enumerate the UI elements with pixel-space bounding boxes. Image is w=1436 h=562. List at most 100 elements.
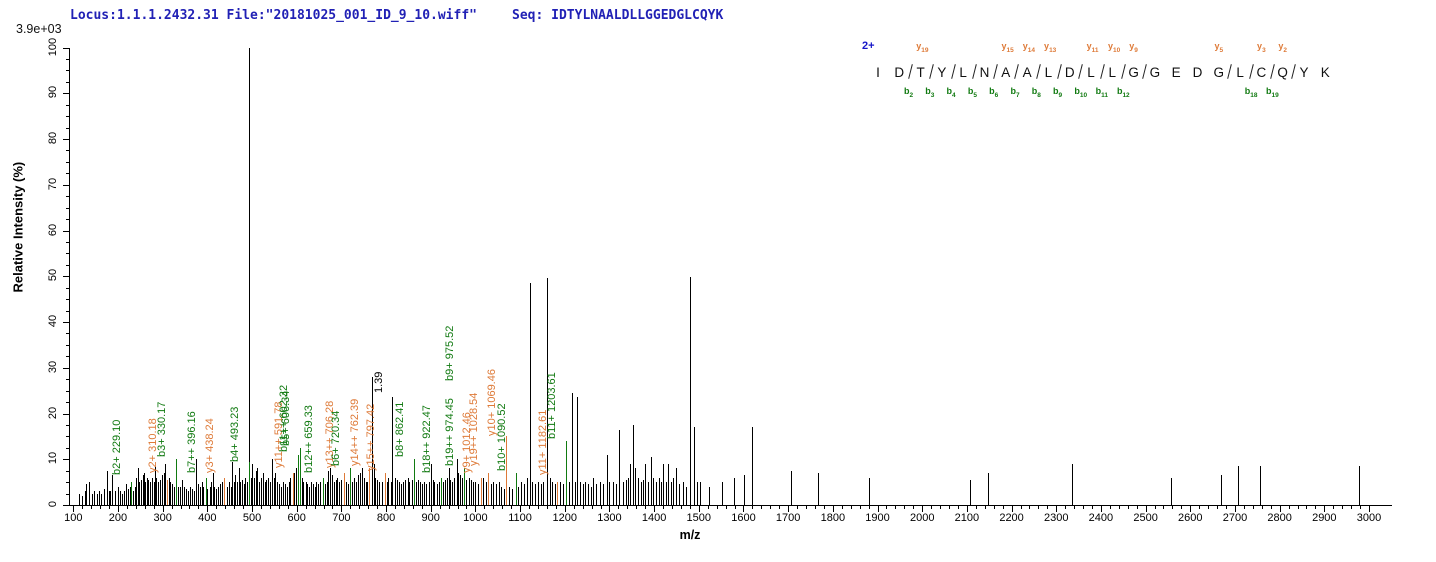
x-axis-tick (1199, 506, 1201, 509)
spectrum-peak (248, 47, 250, 505)
spectrum-peak (165, 463, 167, 505)
spectrum-peak (432, 479, 434, 505)
spectrum-peak (255, 470, 257, 505)
fragment-cleavage-mark (929, 64, 935, 79)
spectrum-peak (381, 482, 383, 505)
x-tick-label: 1600 (731, 512, 756, 524)
spectrum-peak (661, 482, 663, 505)
y-axis-tick (63, 139, 69, 140)
x-axis-tick (1145, 506, 1147, 512)
x-axis-tick (323, 506, 325, 509)
spectrum-peak (356, 482, 358, 505)
x-axis-tick (412, 506, 414, 509)
y-ion-label: y13 (1044, 41, 1057, 54)
y-axis-tick (66, 253, 69, 255)
x-axis-tick (484, 506, 486, 509)
spectrum-peak (560, 482, 562, 505)
y-axis-tick (66, 333, 69, 335)
spectrum-peak (358, 475, 360, 505)
x-axis-tick (1288, 506, 1290, 509)
sequence-residue: L (1108, 65, 1117, 80)
x-axis-tick (457, 506, 459, 509)
b-ion-label: b5 (967, 86, 977, 99)
fragment-cleavage-mark (1099, 64, 1105, 79)
peak-label: b3+ 330.17 (156, 401, 169, 457)
spectrum-peak (114, 491, 116, 505)
b-ion-label: b7 (1010, 86, 1020, 99)
spectrum-peak (243, 484, 245, 505)
x-tick-label: 300 (153, 512, 172, 524)
spectrum-peak (1071, 463, 1073, 505)
y-ion-label: y15 (1001, 41, 1014, 54)
spectrum-peak (543, 482, 545, 505)
spectrum-peak (337, 477, 339, 505)
x-axis-tick (734, 506, 736, 509)
spectrum-peak (156, 477, 158, 505)
spectrum-peak (426, 484, 428, 505)
assigned-peak (293, 472, 295, 505)
spectrum-peak (221, 482, 223, 505)
x-axis-tick (332, 506, 334, 509)
x-axis-tick (725, 506, 727, 509)
x-axis-tick (850, 506, 852, 509)
spectrum-peak (434, 482, 436, 505)
spectrum-peak (108, 491, 110, 505)
x-axis-tick (636, 506, 638, 509)
x-axis-tick (1127, 506, 1129, 509)
spectrum-peak (613, 482, 615, 505)
spectrum-peak (212, 472, 214, 505)
spectrum-peak (112, 475, 114, 505)
x-axis-tick (511, 506, 513, 509)
x-axis-tick (1306, 506, 1308, 509)
y-axis-tick (66, 482, 69, 484)
spectrum-peak (625, 479, 627, 505)
fragment-cleavage-mark (1142, 64, 1148, 79)
y-ion-label: y10 (1107, 41, 1121, 54)
x-axis-tick (1226, 506, 1228, 509)
spectrum-peak (363, 477, 365, 505)
x-axis-tick (761, 506, 763, 509)
x-axis-tick (993, 506, 995, 509)
spectrum-peak (549, 477, 551, 505)
spectrum-peak (733, 477, 735, 505)
sequence-residue: C (1256, 65, 1267, 80)
spectrum-peak (312, 484, 314, 505)
spectrum-peak (367, 482, 369, 505)
spectrum-peak (140, 479, 142, 505)
y-axis-tick (63, 413, 69, 415)
assigned-peak (323, 477, 325, 505)
spectrum-peak (495, 484, 497, 505)
x-axis-tick (225, 506, 227, 509)
assigned-peak (384, 472, 386, 505)
peak-label: b2+ 229.10 (110, 419, 123, 476)
y-tick-label: 10 (47, 452, 59, 465)
spectrum-peak (135, 477, 137, 505)
x-axis-tick (1100, 506, 1102, 512)
x-axis-tick (234, 506, 236, 509)
b-ion-label: b2 (903, 86, 914, 99)
x-axis-tick (1217, 506, 1219, 509)
spectrum-peak (535, 484, 537, 505)
x-axis-tick (573, 506, 575, 509)
spectrum-peak (417, 479, 419, 505)
fragment-cleavage-mark (1014, 64, 1020, 79)
x-axis-tick (913, 506, 915, 509)
y-ion-label: y2 (1278, 41, 1287, 54)
x-axis-tick (1136, 506, 1138, 509)
spectrum-peak (345, 482, 347, 505)
spectrum-peak (159, 479, 161, 505)
y-axis-tick (63, 505, 69, 506)
spectrum-peak (619, 429, 621, 505)
assigned-peak (176, 459, 178, 505)
b-ion-label: b9 (1053, 86, 1063, 99)
spectrum-peak (266, 479, 268, 505)
x-axis-tick (618, 506, 620, 509)
x-tick-label: 1300 (597, 512, 622, 524)
x-axis-tick (135, 506, 137, 509)
x-axis-tick (1279, 506, 1281, 512)
spectrum-peak (485, 482, 487, 505)
spectrum-peak (628, 477, 630, 505)
spectrum-peak (233, 482, 235, 505)
spectrum-peak (635, 468, 637, 505)
peak-label: b10+ 1090.52 (495, 403, 508, 471)
